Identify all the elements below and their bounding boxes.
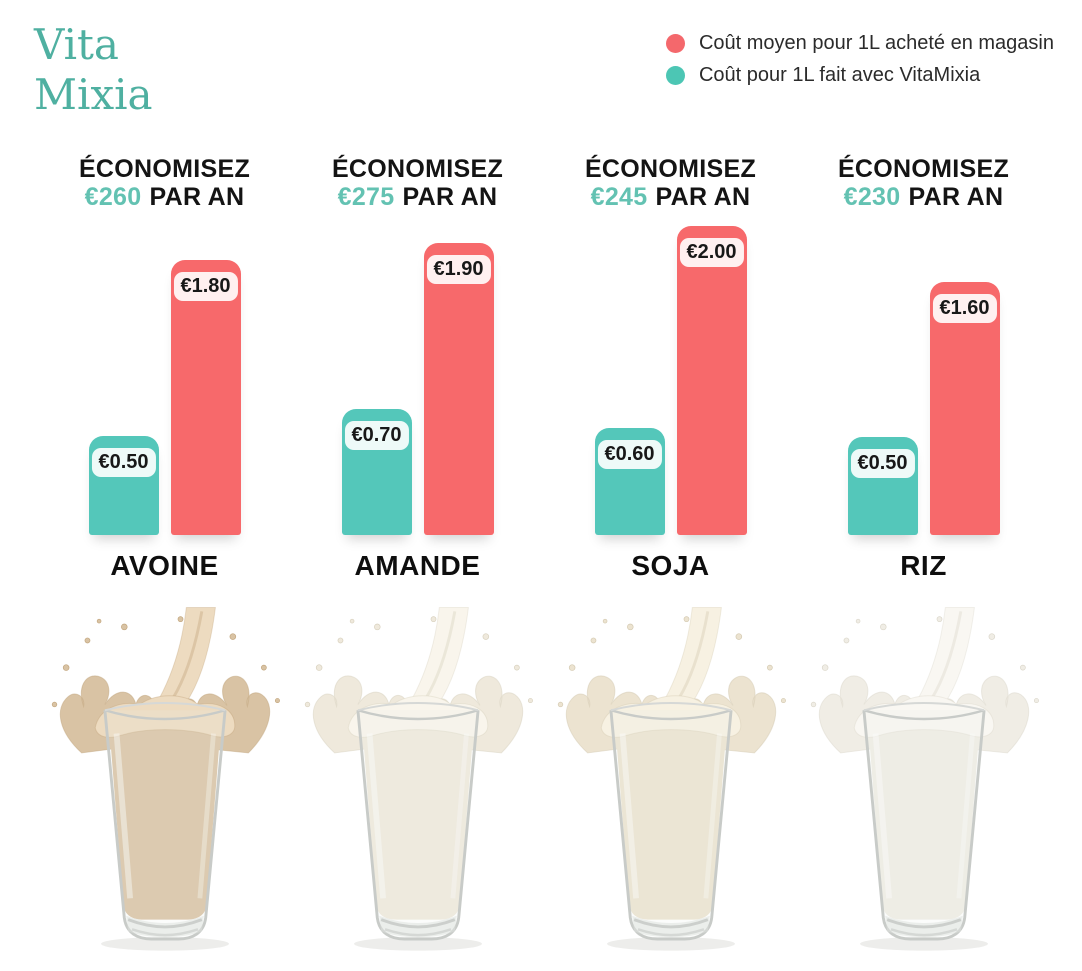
savings-line2: €260 PAR AN: [79, 183, 250, 211]
savings-headline: ÉCONOMISEZ €260 PAR AN: [79, 155, 250, 213]
savings-line1: ÉCONOMISEZ: [584, 155, 757, 183]
category-label-soja: SOJA: [631, 550, 710, 581]
savings-suffix: PAR AN: [655, 183, 751, 211]
savings-suffix: PAR AN: [149, 183, 245, 211]
savings-headline: ÉCONOMISEZ €245 PAR AN: [585, 155, 756, 213]
brand-logo: Vita Mixia: [34, 20, 153, 120]
brand-logo-line1: Vita: [34, 20, 119, 69]
bar-store-amande: €1.90: [423, 243, 494, 535]
chart-group-riz: ÉCONOMISEZ €230 PAR AN €0.50 €1.60 RIZ: [797, 155, 1050, 582]
bar-value-label: €1.90: [426, 255, 491, 284]
milk-glass-photo-amande: [304, 607, 533, 951]
bar-store-avoine: €1.80: [170, 260, 241, 535]
milk-glass-photo-riz: [810, 607, 1039, 951]
bar-homemade-soja: €0.60: [594, 428, 665, 535]
legend: Coût moyen pour 1L acheté en magasin Coû…: [665, 32, 1054, 96]
savings-line1: ÉCONOMISEZ: [78, 155, 251, 183]
bar-homemade-riz: €0.50: [847, 437, 918, 535]
bar-value-label: €0.50: [850, 449, 915, 478]
savings-line2: €275 PAR AN: [332, 183, 503, 211]
legend-row-homemade: Coût pour 1L fait avec VitaMixia: [665, 64, 1054, 87]
savings-line2: €230 PAR AN: [838, 183, 1009, 211]
legend-label-store: Coût moyen pour 1L acheté en magasin: [698, 32, 1054, 54]
savings-suffix: PAR AN: [402, 183, 498, 211]
bar-chart: ÉCONOMISEZ €260 PAR AN €0.50 €1.80 AVOINE…: [38, 155, 1050, 582]
chart-group-avoine: ÉCONOMISEZ €260 PAR AN €0.50 €1.80 AVOINE: [38, 155, 291, 582]
glass-cell-riz: [797, 601, 1050, 963]
bar-store-riz: €1.60: [929, 282, 1000, 535]
milk-glass-photo-avoine: [51, 607, 280, 951]
savings-line2: €245 PAR AN: [585, 183, 756, 211]
savings-line1: ÉCONOMISEZ: [837, 155, 1010, 183]
savings-amount: €260: [84, 183, 142, 211]
chart-group-amande: ÉCONOMISEZ €275 PAR AN €0.70 €1.90 AMANDE: [291, 155, 544, 582]
glass-cell-amande: [291, 601, 544, 963]
bar-pair: €0.50 €1.60: [847, 213, 1000, 535]
savings-headline: ÉCONOMISEZ €275 PAR AN: [332, 155, 503, 213]
bar-value-label: €1.80: [173, 272, 238, 301]
bar-pair: €0.60 €2.00: [594, 213, 747, 535]
category-label-amande: AMANDE: [354, 550, 481, 581]
bar-value-label: €2.00: [679, 238, 744, 267]
bar-value-label: €1.60: [932, 294, 997, 323]
savings-amount: €275: [337, 183, 395, 211]
category-label-riz: RIZ: [900, 550, 947, 581]
savings-line1: ÉCONOMISEZ: [331, 155, 504, 183]
brand-logo-line2: Mixia: [34, 70, 153, 119]
glass-cell-soja: [544, 601, 797, 963]
milk-glasses-row: [38, 601, 1050, 963]
legend-row-store: Coût moyen pour 1L acheté en magasin: [665, 32, 1054, 55]
legend-label-homemade: Coût pour 1L fait avec VitaMixia: [698, 64, 981, 86]
category-label-avoine: AVOINE: [110, 550, 219, 581]
savings-suffix: PAR AN: [908, 183, 1004, 211]
bar-value-label: €0.70: [344, 421, 409, 450]
glass-cell-avoine: [38, 601, 291, 963]
bar-value-label: €0.50: [91, 448, 156, 477]
milk-glass-photo-soja: [557, 607, 786, 951]
bar-pair: €0.70 €1.90: [341, 213, 494, 535]
bar-homemade-amande: €0.70: [341, 409, 412, 535]
savings-headline: ÉCONOMISEZ €230 PAR AN: [838, 155, 1009, 213]
bar-store-soja: €2.00: [676, 226, 747, 535]
legend-dot-store-icon: [665, 34, 685, 53]
savings-amount: €245: [590, 183, 648, 211]
bar-pair: €0.50 €1.80: [88, 213, 241, 535]
bar-homemade-avoine: €0.50: [88, 436, 159, 535]
legend-dot-homemade-icon: [665, 66, 685, 85]
chart-group-soja: ÉCONOMISEZ €245 PAR AN €0.60 €2.00 SOJA: [544, 155, 797, 582]
bar-value-label: €0.60: [597, 440, 662, 469]
savings-amount: €230: [843, 183, 901, 211]
